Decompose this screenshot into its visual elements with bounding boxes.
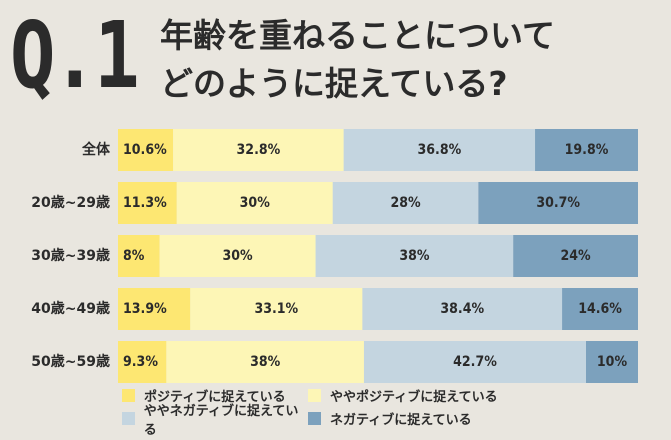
data-label-30s-negative: 24% [561,248,592,264]
bar-segment-40s-positive [118,288,191,330]
legend-row-1: ポジティブに捉えている ややポジティブに捉えている [122,384,642,407]
data-label-30s-somewhat-positive: 30% [223,248,254,264]
bar-segment-30s-somewhat-negative [315,235,514,277]
category-label-30s: 30歳~39歳 [31,247,110,264]
data-label-20s-positive: 11.3% [123,195,167,211]
legend-item-somewhat-positive: ややポジティブに捉えている [308,386,608,405]
bar-segment-40s-negative [562,288,638,330]
bar-segment-50s-positive [118,341,167,383]
title-line-2: どのように捉えている? [160,64,508,103]
legend-label-positive: ポジティブに捉えている [144,390,286,405]
legend-label-negative: ネガティブに捉えている [330,413,472,428]
legend-swatch-somewhat-positive [308,389,321,402]
bar-segment-all-somewhat-negative [343,129,536,171]
data-label-20s-somewhat-positive: 30% [240,195,271,211]
data-label-all-somewhat-negative: 36.8% [418,142,462,158]
data-label-40s-somewhat-positive: 33.1% [254,301,298,317]
legend-swatch-somewhat-negative [122,412,135,425]
page-title: 年齢を重ねることについて どのように捉えている? [160,12,555,108]
bar-segment-50s-somewhat-negative [363,341,586,383]
legend-swatch-negative [308,412,321,425]
category-label-20s: 20歳~29歳 [31,194,110,211]
data-label-50s-somewhat-positive: 38% [250,354,281,370]
category-label-40s: 40歳~49歳 [31,300,110,317]
bar-segment-40s-somewhat-positive [190,288,363,330]
data-label-20s-negative: 30.7% [536,195,580,211]
question-number: Q.1 [10,2,140,109]
category-label-50s: 50歳~59歳 [31,353,110,370]
legend-item-positive: ポジティブに捉えている [122,386,308,405]
bar-segment-20s-negative [478,182,638,224]
data-label-40s-negative: 14.6% [578,301,622,317]
data-label-30s-positive: 8% [123,248,145,264]
data-label-50s-positive: 9.3% [123,354,158,370]
bar-segment-20s-somewhat-positive [176,182,333,224]
legend-swatch-positive [122,389,135,402]
bar-segment-30s-negative [513,235,638,277]
legend-item-negative: ネガティブに捉えている [308,409,608,428]
title-line-1: 年齢を重ねることについて [160,16,556,55]
data-label-50s-negative: 10% [597,354,628,370]
bar-segment-all-positive [118,129,174,171]
bar-segment-50s-negative [586,341,638,383]
bar-segment-30s-positive [118,235,160,277]
bar-segment-20s-positive [118,182,177,224]
bar-segment-all-negative [535,129,638,171]
bar-segment-40s-somewhat-negative [362,288,563,330]
bar-segment-50s-somewhat-positive [166,341,364,383]
bar-segment-30s-somewhat-positive [159,235,316,277]
data-label-20s-somewhat-negative: 28% [390,195,421,211]
legend-row-2: ややネガティブに捉えている ネガティブに捉えている [122,404,642,438]
data-label-40s-somewhat-negative: 38.4% [440,301,484,317]
data-label-all-negative: 19.8% [565,142,609,158]
legend-item-somewhat-negative: ややネガティブに捉えている [122,400,308,438]
data-label-50s-somewhat-negative: 42.7% [453,354,497,370]
data-label-all-positive: 10.6% [123,142,167,158]
legend-label-somewhat-negative: ややネガティブに捉えている [143,403,299,438]
chart-legend: ポジティブに捉えている ややポジティブに捉えている ややネガティブに捉えている … [122,384,642,438]
stacked-bar-chart: 全体 10.6% 32.8% 36.8% 19.8% 20歳~29歳 11.3% 30% 28%… [31,129,638,383]
bar-segment-20s-somewhat-negative [332,182,479,224]
category-label-all: 全体 [81,141,111,158]
bar-segment-all-somewhat-positive [173,129,344,171]
legend-label-somewhat-positive: ややポジティブに捉えている [330,390,498,405]
data-label-all-somewhat-positive: 32.8% [237,142,281,158]
data-label-30s-somewhat-negative: 38% [399,248,430,264]
data-label-40s-positive: 13.9% [123,301,167,317]
